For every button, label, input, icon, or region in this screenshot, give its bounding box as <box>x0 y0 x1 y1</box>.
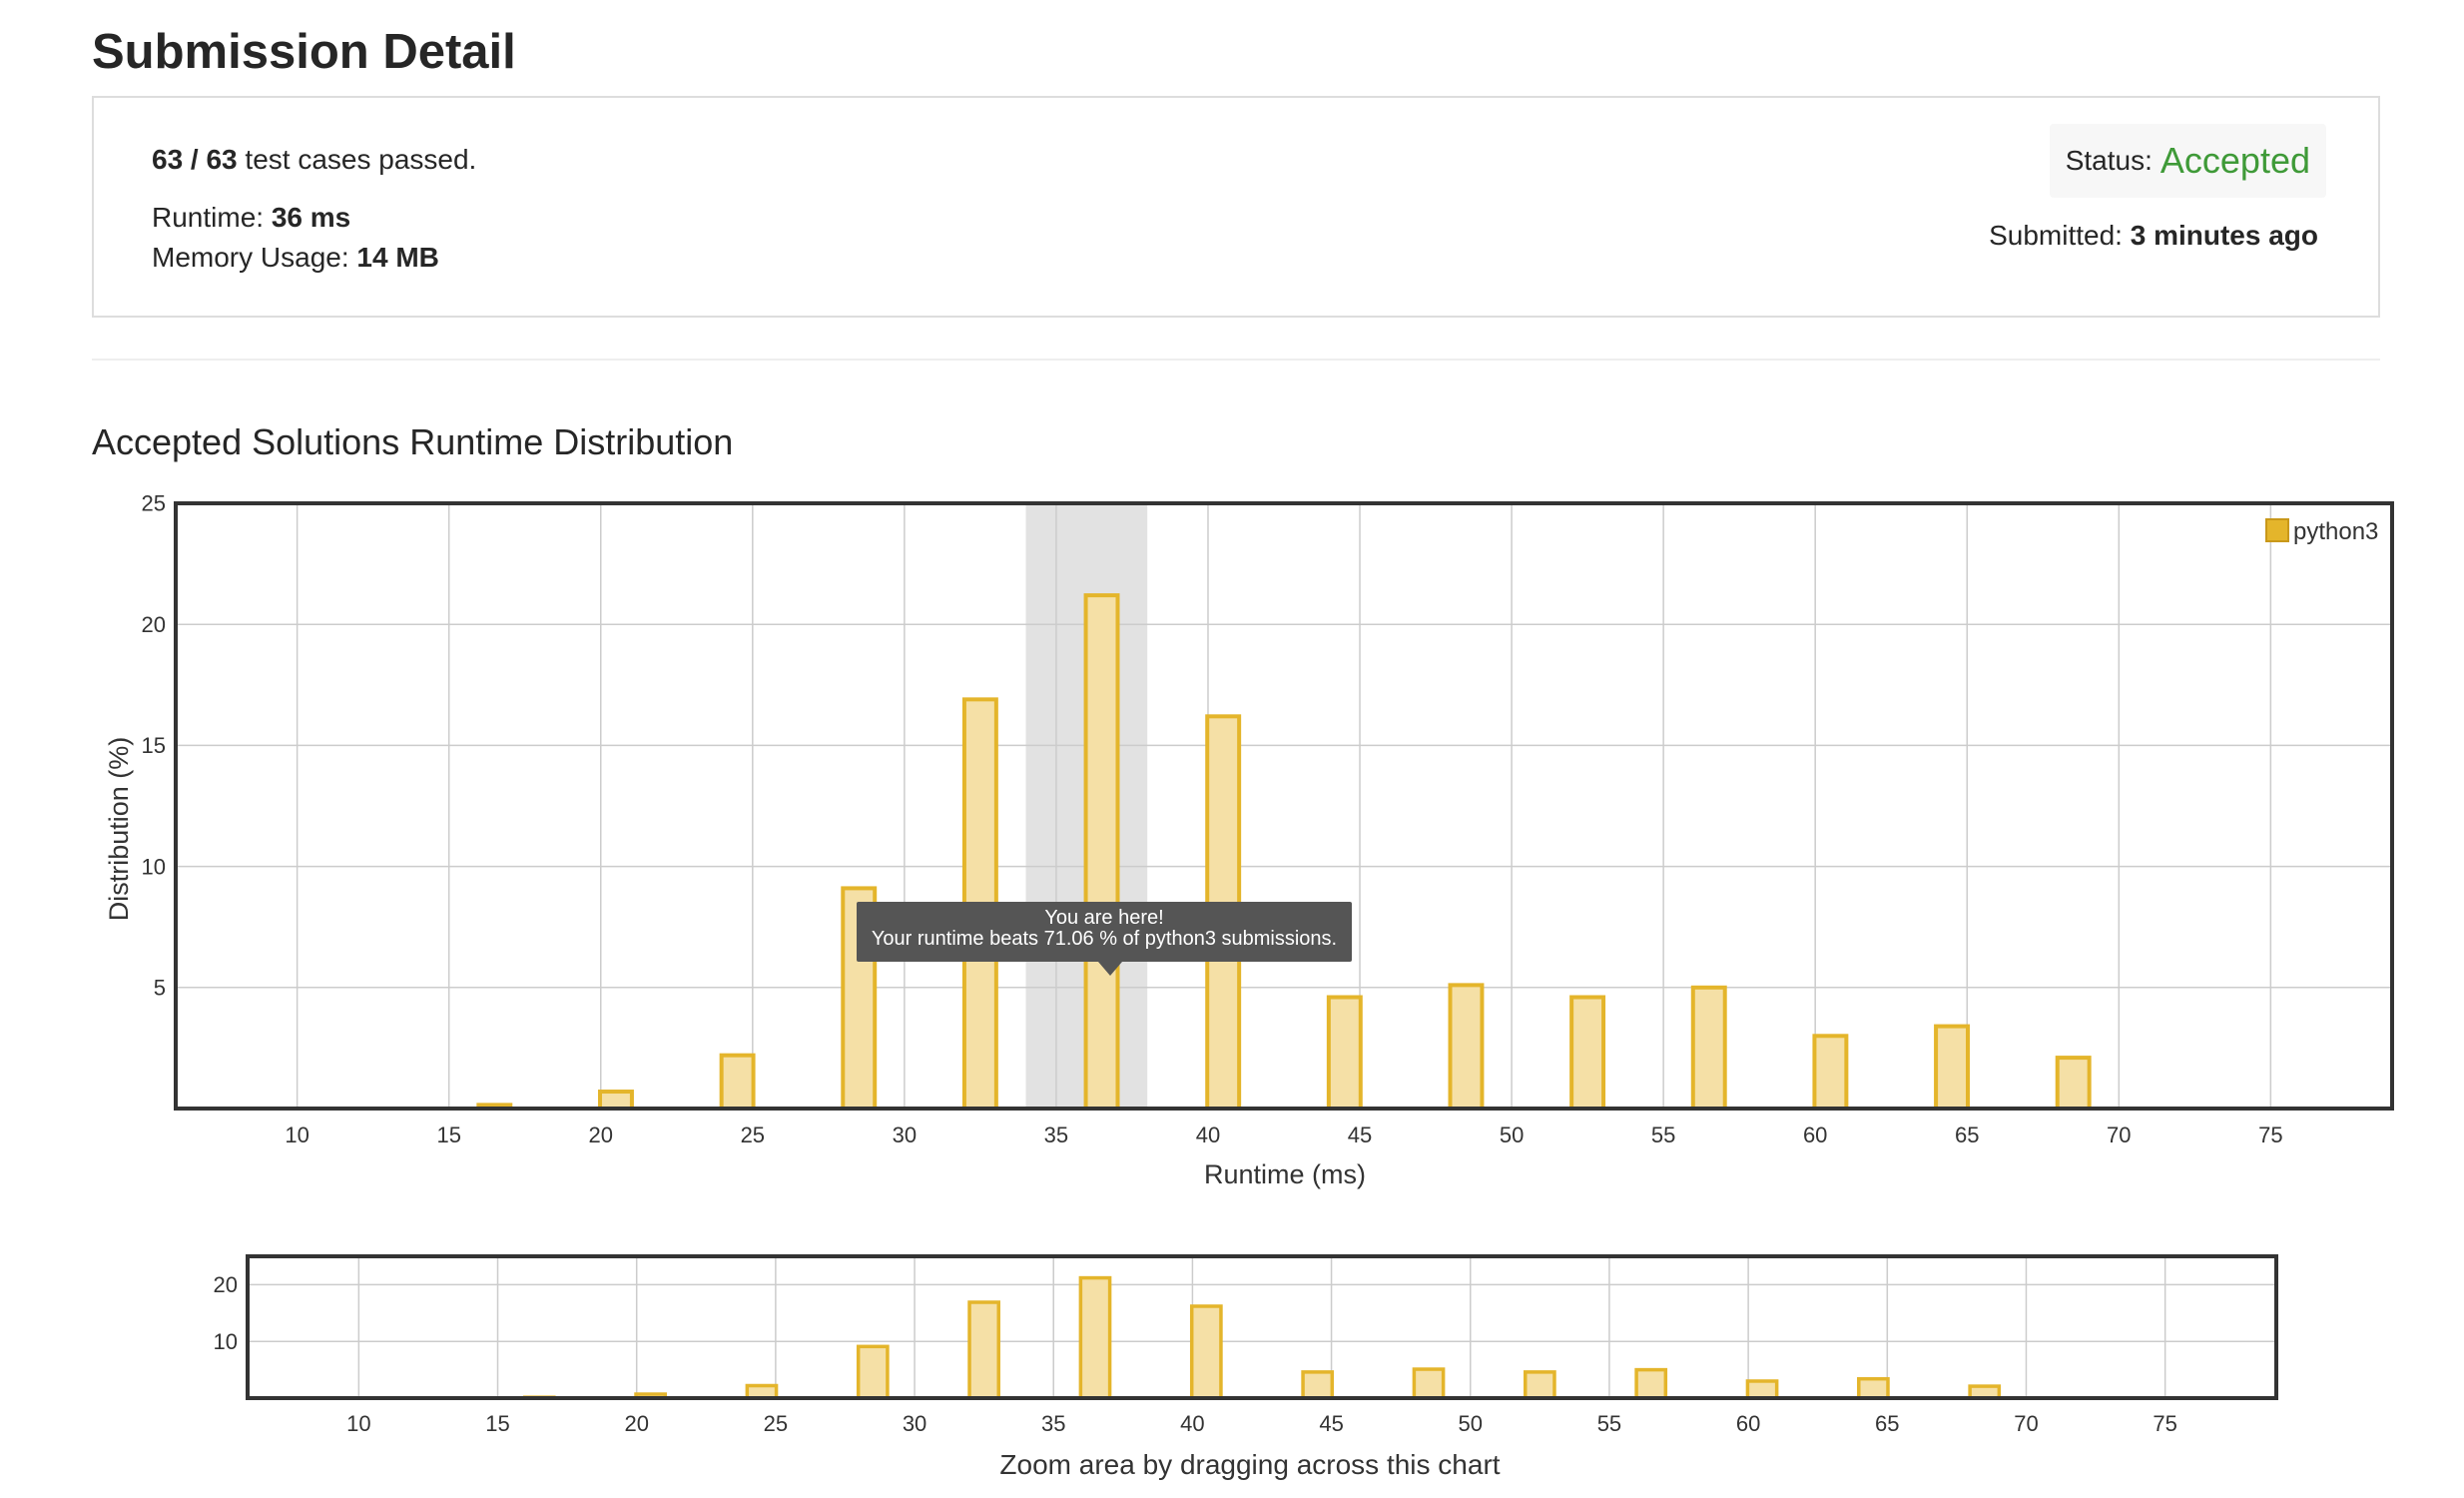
nav-x-tick-label: 25 <box>764 1411 788 1436</box>
nav-x-tick-label: 45 <box>1319 1411 1343 1436</box>
tooltip-pointer <box>1098 962 1122 976</box>
nav-frame <box>246 1254 2278 1400</box>
main-x-tick-label: 55 <box>1651 1123 1675 1147</box>
main-x-tick-label: 25 <box>741 1123 765 1147</box>
memory-label: Memory Usage: <box>152 242 357 273</box>
status-label: Status: <box>2065 145 2153 176</box>
main-bar <box>719 1053 756 1111</box>
nav-x-tick-label: 65 <box>1875 1411 1899 1436</box>
runtime-value: 36 ms <box>271 202 351 233</box>
nav-bar <box>1523 1370 1556 1400</box>
main-frame <box>174 501 2394 1111</box>
chart-legend: python3 <box>2265 518 2378 545</box>
nav-bar <box>1634 1367 1668 1400</box>
y-axis-title: Distribution (%) <box>104 737 134 922</box>
nav-bar <box>1301 1370 1335 1400</box>
main-y-tick-label: 10 <box>142 854 166 879</box>
nav-x-tick-label: 35 <box>1041 1411 1065 1436</box>
runtime-tooltip: You are here! Your runtime beats 71.06 %… <box>857 902 1352 962</box>
nav-bar <box>967 1300 1001 1400</box>
submitted-value: 3 minutes ago <box>2130 220 2318 251</box>
main-x-tick-label: 40 <box>1196 1123 1220 1147</box>
tests-passed-suffix: test cases passed. <box>237 144 477 175</box>
tooltip-message: Your runtime beats 71.06 % of python3 su… <box>871 928 1338 950</box>
memory-value: 14 MB <box>356 242 439 273</box>
main-bar <box>1690 985 1727 1111</box>
main-x-tick-label: 70 <box>2107 1123 2131 1147</box>
submitted-time: Submitted: 3 minutes ago <box>1989 218 2318 254</box>
nav-x-tick-label: 15 <box>485 1411 509 1436</box>
nav-x-tick-label: 10 <box>346 1411 370 1436</box>
page-title: Submission Detail <box>92 25 516 79</box>
main-bar <box>1326 995 1363 1111</box>
submission-summary-panel: 63 / 63 test cases passed. Runtime: 36 m… <box>92 96 2380 318</box>
submitted-label: Submitted: <box>1989 220 2131 251</box>
nav-bar <box>1078 1275 1112 1400</box>
main-plot-area <box>176 503 2392 1109</box>
nav-bar <box>1857 1376 1890 1400</box>
main-x-tick-label: 10 <box>285 1123 308 1147</box>
main-bar <box>1934 1024 1971 1111</box>
main-bar <box>1569 995 1606 1111</box>
nav-x-tick-label: 60 <box>1736 1411 1760 1436</box>
main-x-tick-label: 30 <box>893 1123 917 1147</box>
nav-bar <box>1412 1367 1446 1400</box>
main-y-tick-label: 5 <box>154 976 166 1001</box>
nav-bar <box>856 1344 890 1400</box>
zoom-hint-label: Zoom area by dragging across this chart <box>999 1449 1500 1480</box>
nav-x-tick-label: 40 <box>1180 1411 1204 1436</box>
main-y-tick-label: 25 <box>142 491 166 516</box>
memory-summary: Memory Usage: 14 MB <box>152 240 439 276</box>
legend-swatch <box>2265 518 2289 542</box>
nav-x-tick-label: 75 <box>2153 1411 2176 1436</box>
runtime-summary: Runtime: 36 ms <box>152 200 350 236</box>
nav-x-tick-label: 55 <box>1597 1411 1621 1436</box>
main-x-tick-label: 60 <box>1803 1123 1827 1147</box>
distribution-heading: Accepted Solutions Runtime Distribution <box>92 421 734 462</box>
main-x-tick-label: 65 <box>1955 1123 1979 1147</box>
tests-passed-count: 63 / 63 <box>152 144 238 175</box>
tooltip-title: You are here! <box>1044 907 1164 929</box>
test-cases-summary: 63 / 63 test cases passed. <box>152 142 476 178</box>
nav-x-tick-label: 20 <box>624 1411 648 1436</box>
nav-x-tick-label: 50 <box>1459 1411 1483 1436</box>
status-value: Accepted <box>2159 140 2310 181</box>
main-bar <box>1448 983 1485 1111</box>
main-y-tick-label: 15 <box>142 733 166 758</box>
main-x-tick-label: 15 <box>436 1123 460 1147</box>
x-axis-title: Runtime (ms) <box>1204 1159 1366 1189</box>
section-divider <box>92 359 2380 361</box>
main-x-tick-label: 75 <box>2258 1123 2282 1147</box>
nav-y-tick-label: 10 <box>214 1329 238 1354</box>
nav-bar <box>1189 1304 1223 1400</box>
nav-x-tick-label: 70 <box>2014 1411 2038 1436</box>
main-x-tick-label: 20 <box>589 1123 613 1147</box>
main-y-tick-label: 20 <box>142 612 166 637</box>
main-x-tick-label: 35 <box>1044 1123 1068 1147</box>
main-x-tick-label: 50 <box>1500 1123 1524 1147</box>
legend-label: python3 <box>2293 518 2378 545</box>
nav-y-tick-label: 20 <box>214 1272 238 1297</box>
main-x-tick-label: 45 <box>1348 1123 1372 1147</box>
nav-plot-area <box>248 1256 2276 1398</box>
nav-bar <box>1745 1379 1779 1400</box>
nav-x-tick-label: 30 <box>903 1411 926 1436</box>
status-badge: Status: Accepted <box>2049 124 2326 198</box>
runtime-label: Runtime: <box>152 202 272 233</box>
